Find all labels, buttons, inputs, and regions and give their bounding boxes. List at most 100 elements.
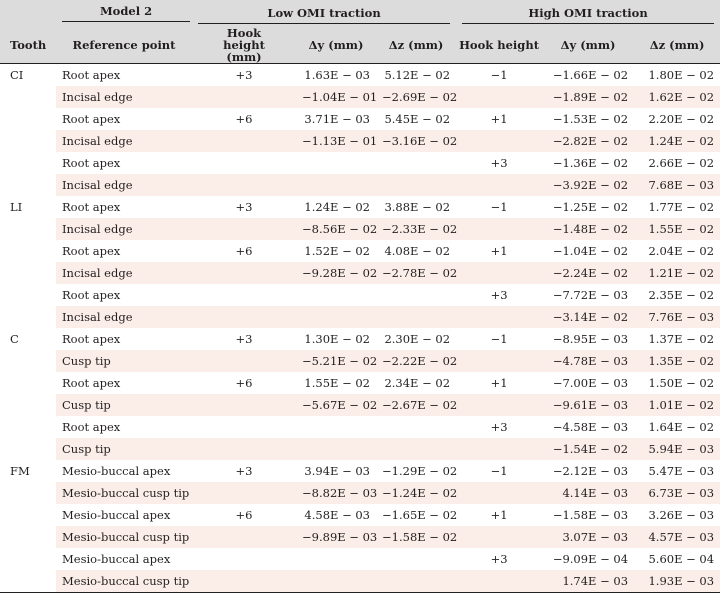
cell-low-dz: 5.12E − 02: [384, 68, 451, 82]
table-row: Cusp tip −5.21E − 02 −2.22E − 02 −4.78E − 0…: [0, 350, 720, 372]
cell-low-hook-height: +6: [235, 112, 253, 126]
cell-low-dz: 5.45E − 02: [384, 112, 451, 126]
table-row: Incisal edge −9.28E − 02 −2.78E − 02 −2.24E…: [0, 262, 720, 284]
cell-low-dy: 1.30E − 02: [304, 332, 371, 346]
cell-reference-point: Incisal edge: [56, 174, 193, 196]
cell-reference-point: Mesio-buccal apex: [62, 552, 171, 566]
cell-low-hook-height: [192, 218, 297, 240]
cell-low-dy: −1.13E − 01: [296, 130, 377, 152]
cell-low-dz: −1.65E − 02: [382, 508, 458, 522]
cell-low-dz: 4.08E − 02: [384, 244, 451, 258]
cell-high-dz: 1.80E − 02: [648, 68, 715, 82]
table-header: Model 2 Low OMI traction High OMI tracti…: [0, 0, 720, 64]
col-header-high-dy: Δy (mm): [542, 27, 635, 64]
cell-reference-point: Root apex: [62, 332, 121, 346]
cell-low-dy: [296, 416, 376, 438]
cell-low-dy: 1.55E − 02: [304, 376, 371, 390]
cell-low-hook-height: [192, 416, 296, 438]
cell-low-dz: [376, 284, 456, 306]
cell-high-dy: −1.54E − 02: [542, 438, 635, 460]
cell-high-dz: 1.50E − 02: [648, 376, 715, 390]
model-label: Model 2: [0, 0, 193, 27]
table-row: Incisal edge −3.14E − 02 7.76E − 03: [0, 306, 720, 328]
table-row: Incisal edge −3.92E − 02 7.68E − 03: [0, 174, 720, 196]
cell-high-dz: 2.20E − 02: [648, 112, 715, 126]
table-row: Root apex +6 1.52E − 02 4.08E − 02 +1 −1.04E …: [0, 240, 720, 262]
cell-reference-point: Root apex: [62, 288, 121, 302]
cell-tooth: [0, 152, 56, 174]
cell-low-dy: [296, 152, 376, 174]
table-row: Root apex +3 −7.72E − 03 2.35E − 02: [0, 284, 720, 306]
cell-tooth: CI: [10, 68, 24, 82]
cell-high-hook-height: −1: [490, 200, 508, 214]
cell-low-dz: −2.67E − 02: [376, 394, 457, 416]
col-header-low-dy: Δy (mm): [296, 27, 377, 64]
cell-tooth: [0, 438, 56, 460]
cell-tooth: [0, 350, 56, 372]
cell-high-dy: −9.09E − 04: [552, 552, 629, 566]
cell-high-hook-height: +3: [490, 420, 508, 434]
cell-high-hook-height: [456, 262, 543, 284]
cell-high-dz: 6.73E − 03: [634, 482, 720, 504]
cell-high-dz: 1.37E − 02: [648, 332, 715, 346]
cell-high-hook-height: [456, 130, 543, 152]
cell-high-dz: 1.24E − 02: [634, 130, 720, 152]
cell-low-dy: 1.24E − 02: [304, 200, 371, 214]
cell-high-dy: −1.58E − 03: [552, 508, 629, 522]
cell-tooth: [0, 86, 56, 108]
cell-low-hook-height: [192, 570, 297, 593]
cell-high-dz: 7.68E − 03: [634, 174, 720, 196]
cell-low-hook-height: +3: [235, 200, 253, 214]
cell-low-hook-height: [192, 306, 297, 328]
cell-high-dz: 1.62E − 02: [634, 86, 720, 108]
cell-tooth: [0, 284, 56, 306]
cell-low-dz: 3.88E − 02: [384, 200, 451, 214]
cell-reference-point: Mesio-buccal cusp tip: [56, 570, 193, 593]
cell-low-dy: −8.82E − 03: [296, 482, 377, 504]
cell-tooth: [0, 218, 56, 240]
cell-low-dz: [376, 570, 457, 593]
cell-reference-point: Cusp tip: [56, 394, 193, 416]
cell-reference-point: Mesio-buccal apex: [62, 464, 171, 478]
cell-low-hook-height: [192, 174, 297, 196]
table-row: C Root apex +3 1.30E − 02 2.30E − 02 −1 −8.95E…: [0, 328, 720, 350]
cell-low-hook-height: [192, 526, 297, 548]
cell-low-hook-height: +3: [235, 464, 253, 478]
cell-high-hook-height: [456, 218, 543, 240]
cell-tooth: [0, 108, 56, 130]
cell-low-hook-height: [192, 394, 297, 416]
cell-low-dy: 3.71E − 03: [304, 112, 371, 126]
table-row: Mesio-buccal cusp tip −9.89E − 03 −1.58E −…: [0, 526, 720, 548]
cell-high-dy: −4.58E − 03: [552, 420, 629, 434]
cell-low-hook-height: +6: [235, 244, 253, 258]
cell-low-dy: [296, 570, 377, 593]
cell-low-dy: 1.52E − 02: [304, 244, 371, 258]
table-row: Cusp tip −5.67E − 02 −2.67E − 02 −9.61E − 0…: [0, 394, 720, 416]
cell-low-dy: −8.56E − 02: [296, 218, 377, 240]
cell-high-dz: 1.93E − 03: [634, 570, 720, 593]
cell-reference-point: Cusp tip: [56, 350, 193, 372]
cell-high-hook-height: [456, 306, 543, 328]
cell-tooth: [0, 526, 56, 548]
col-header-high-dz: Δz (mm): [634, 27, 720, 64]
cell-low-dy: [296, 548, 376, 570]
cell-high-dy: −3.92E − 02: [542, 174, 635, 196]
cell-high-dy: −2.24E − 02: [542, 262, 635, 284]
cell-low-dy: [296, 306, 377, 328]
cell-low-dy: −1.04E − 01: [296, 86, 377, 108]
cell-tooth: [0, 570, 56, 593]
table-row: Root apex +6 1.55E − 02 2.34E − 02 +1 −7.00E …: [0, 372, 720, 394]
col-header-tooth: Tooth: [0, 27, 56, 64]
cell-low-hook-height: [192, 438, 297, 460]
cell-low-dy: −9.89E − 03: [296, 526, 377, 548]
cell-high-hook-height: [456, 526, 543, 548]
cell-high-dz: 1.35E − 02: [634, 350, 720, 372]
table-row: LI Root apex +3 1.24E − 02 3.88E − 02 −1 −1.25…: [0, 196, 720, 218]
table-row: Root apex +6 3.71E − 03 5.45E − 02 +1 −1.53E …: [0, 108, 720, 130]
cell-reference-point: Mesio-buccal cusp tip: [56, 526, 193, 548]
cell-low-dz: [376, 174, 457, 196]
cell-low-dy: [296, 174, 377, 196]
cell-low-dz: [376, 152, 456, 174]
table-body: CI Root apex +3 1.63E − 03 5.12E − 02 −1 −1.66…: [0, 64, 720, 593]
